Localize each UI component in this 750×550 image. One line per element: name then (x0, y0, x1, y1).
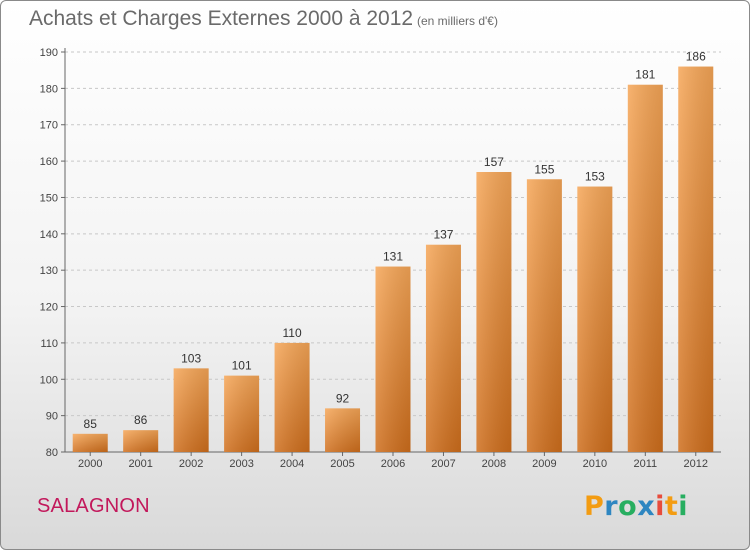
data-label: 101 (232, 359, 252, 373)
bar-shade (72, 433, 108, 452)
data-label: 186 (686, 50, 706, 64)
x-tick-label: 2007 (431, 458, 455, 470)
y-tick-label: 100 (40, 374, 58, 386)
data-label: 157 (484, 155, 504, 169)
y-tick-label: 180 (40, 83, 58, 95)
x-tick-label: 2011 (633, 458, 657, 470)
data-label: 153 (585, 170, 605, 184)
bar-shade (325, 408, 361, 452)
chart-subtitle: (en milliers d'€) (417, 14, 498, 28)
y-tick-label: 90 (46, 411, 58, 423)
data-label: 92 (336, 391, 350, 405)
bar-shade (375, 266, 411, 452)
x-tick-label: 2006 (381, 458, 405, 470)
data-label: 86 (134, 413, 148, 427)
x-tick-label: 2000 (78, 458, 102, 470)
x-tick-label: 2005 (330, 458, 354, 470)
bar-shade (526, 179, 562, 453)
y-tick-label: 120 (40, 302, 58, 314)
data-label: 137 (433, 228, 453, 242)
data-label: 110 (283, 326, 302, 340)
y-tick-label: 150 (40, 192, 58, 204)
x-tick-label: 2012 (684, 458, 708, 470)
bar-shade (476, 172, 512, 452)
x-tick-label: 2009 (532, 458, 556, 470)
bar-shade (274, 342, 310, 452)
chart-title: Achats et Charges Externes 2000 à 2012 (29, 7, 414, 30)
proxiti-logo: Proxiti (584, 491, 688, 522)
x-tick-label: 2003 (229, 458, 253, 470)
bar-shade (425, 244, 461, 452)
x-tick-label: 2002 (179, 458, 203, 470)
y-tick-label: 130 (40, 265, 58, 277)
bar-shade (123, 430, 159, 452)
logo-letter: i (678, 491, 689, 522)
x-tick-label: 2008 (482, 458, 506, 470)
data-label: 85 (84, 417, 98, 431)
y-tick-label: 110 (40, 338, 58, 350)
commune-name: SALAGNON (37, 495, 150, 517)
bar-shade (173, 368, 209, 452)
data-label: 155 (534, 162, 554, 176)
logo-letter: x (637, 491, 656, 522)
data-label: 131 (383, 250, 403, 264)
logo-letter: r (604, 491, 619, 522)
x-tick-label: 2004 (280, 458, 304, 470)
logo-letter: P (584, 491, 605, 522)
y-tick-label: 170 (40, 120, 58, 132)
bar-shade (577, 186, 613, 452)
x-tick-label: 2001 (128, 458, 152, 470)
bar-shade (678, 66, 714, 452)
x-tick-label: 2010 (583, 458, 607, 470)
data-label: 103 (181, 351, 201, 365)
data-label: 181 (635, 68, 655, 82)
bar-shade (627, 84, 663, 453)
y-tick-label: 140 (40, 229, 58, 241)
logo-letter: t (664, 491, 679, 522)
bar-shade (224, 375, 260, 452)
logo-letter: o (618, 491, 638, 522)
y-tick-label: 190 (40, 47, 58, 59)
y-tick-label: 80 (46, 447, 58, 459)
y-tick-label: 160 (40, 156, 58, 168)
logo-letter: i (655, 491, 665, 522)
